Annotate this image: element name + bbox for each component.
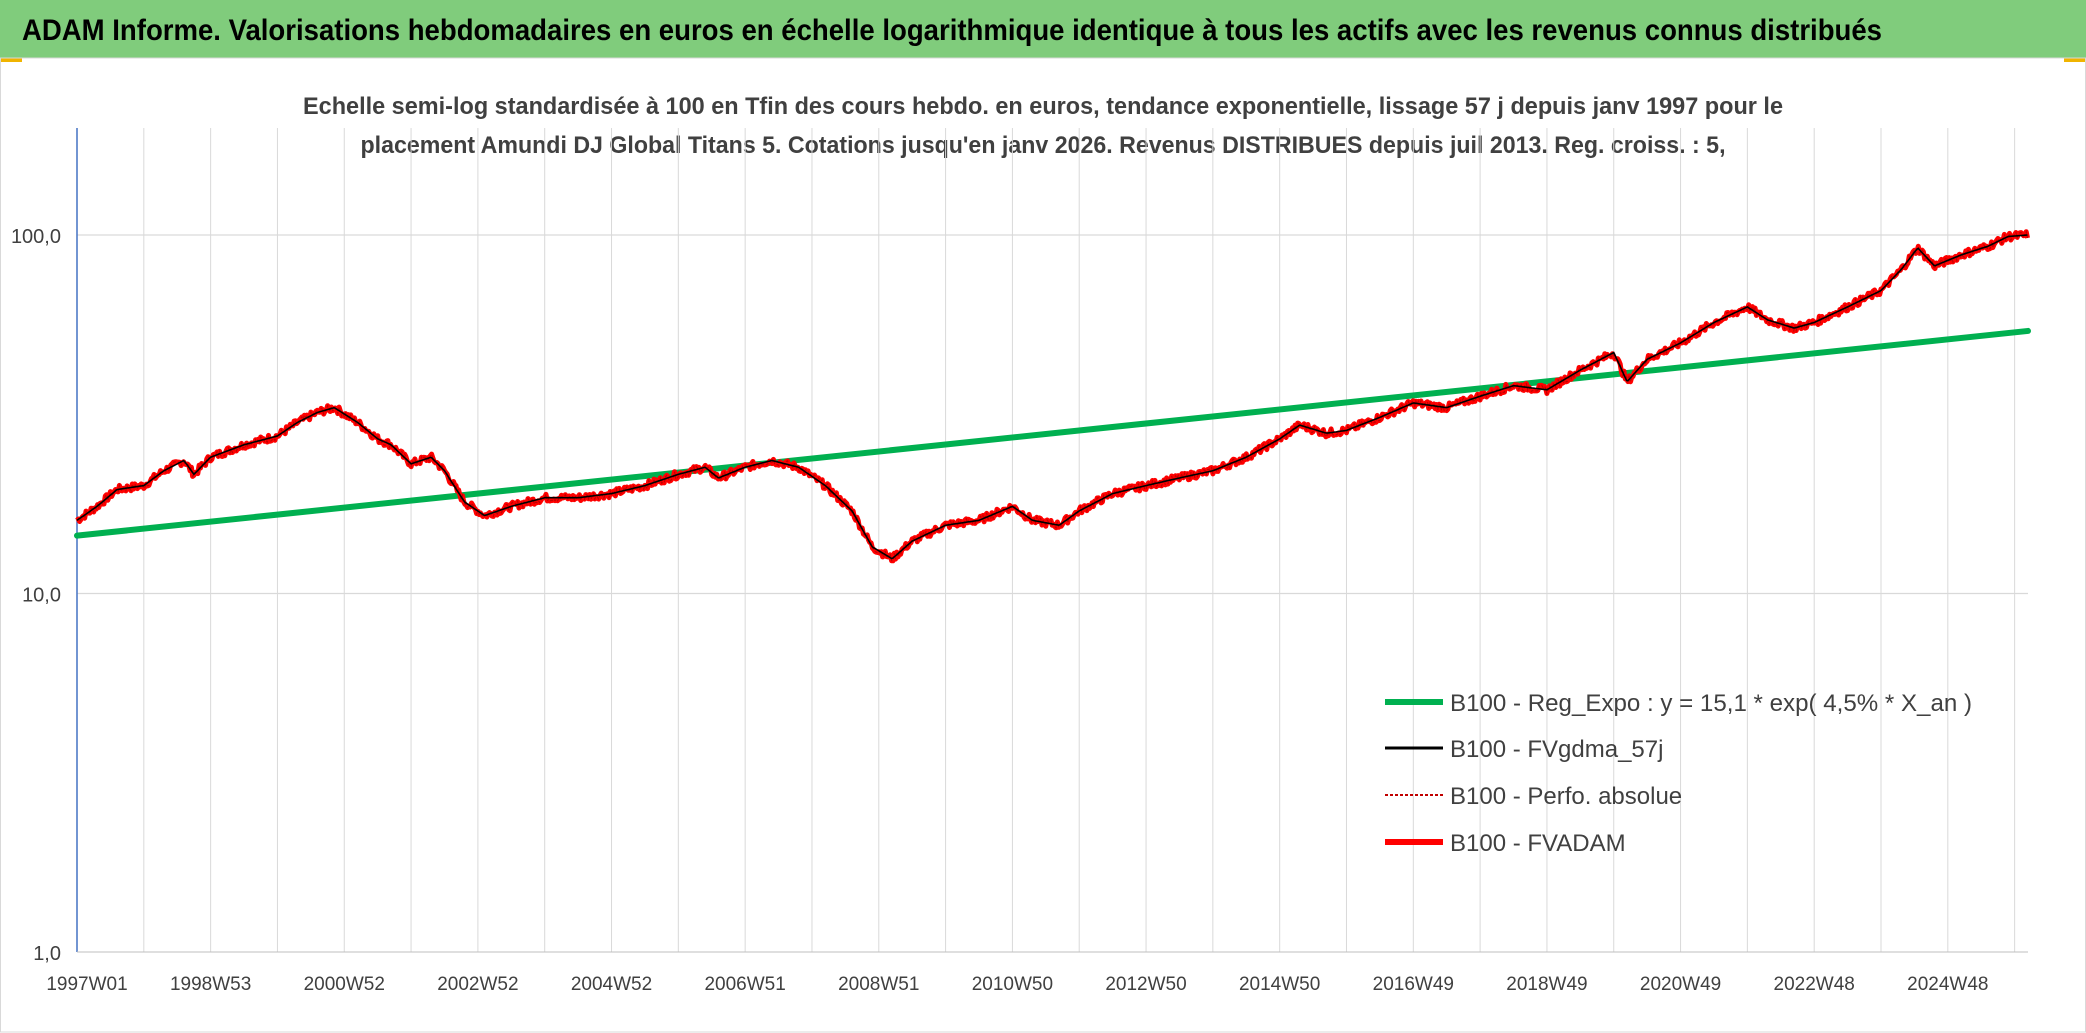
series-fvgdma-line — [76, 234, 2028, 560]
header-title: ADAM Informe. Valorisations hebdomadaire… — [22, 14, 1882, 47]
series-trend-line — [74, 327, 2031, 539]
y-tick-label: 1,0 — [33, 943, 61, 965]
legend-label-perf: B100 - Perfo. absolue — [1450, 783, 1682, 810]
x-tick-label: 2008W51 — [838, 974, 919, 995]
x-tick-label: 2000W52 — [304, 974, 385, 995]
x-tick-label: 2004W52 — [571, 974, 652, 995]
x-tick-label: 2020W49 — [1640, 974, 1721, 995]
y-tick-labels: 1,0 10,0 100,0 — [11, 226, 61, 965]
y-tick-label: 10,0 — [22, 585, 61, 607]
x-tick-label: 2018W49 — [1506, 974, 1587, 995]
x-tick-label: 2022W48 — [1774, 974, 1855, 995]
series-perfo-line — [76, 229, 2029, 562]
chart-title-line-1: Echelle semi-log standardisée à 100 en T… — [303, 93, 1783, 120]
x-tick-label: 2024W48 — [1907, 974, 1988, 995]
legend-label-trend: B100 - Reg_Expo : y = 15,1 * exp( 4,5% *… — [1450, 690, 1972, 717]
x-tick-label: 2002W52 — [437, 974, 518, 995]
legend-label-adam: B100 - FVADAM — [1450, 830, 1626, 857]
series-layer — [74, 229, 2031, 564]
y-tick-label: 100,0 — [11, 226, 61, 248]
legend-label-smooth: B100 - FVgdma_57j — [1450, 736, 1663, 763]
x-tick-label: 1998W53 — [170, 974, 251, 995]
x-tick-label: 2016W49 — [1373, 974, 1454, 995]
legend: B100 - Reg_Expo : y = 15,1 * exp( 4,5% *… — [1385, 690, 1972, 857]
chart-frame — [0, 57, 2086, 1033]
x-tick-label: 2014W50 — [1239, 974, 1320, 995]
header-bar — [0, 0, 2086, 58]
x-tick-label: 1997W01 — [46, 974, 127, 995]
x-tick-label: 2010W50 — [972, 974, 1053, 995]
x-tick-labels: 1997W01 1998W53 2000W52 2002W52 2004W52 2006W… — [46, 974, 1988, 995]
y-gridlines — [77, 234, 2028, 595]
x-tick-label: 2012W50 — [1105, 974, 1186, 995]
x-gridlines — [76, 128, 2016, 952]
x-tick-label: 2006W51 — [704, 974, 785, 995]
chart-title-line-2: placement Amundi DJ Global Titans 5. Cot… — [361, 132, 1726, 159]
series-fvadam-line — [75, 229, 2030, 564]
